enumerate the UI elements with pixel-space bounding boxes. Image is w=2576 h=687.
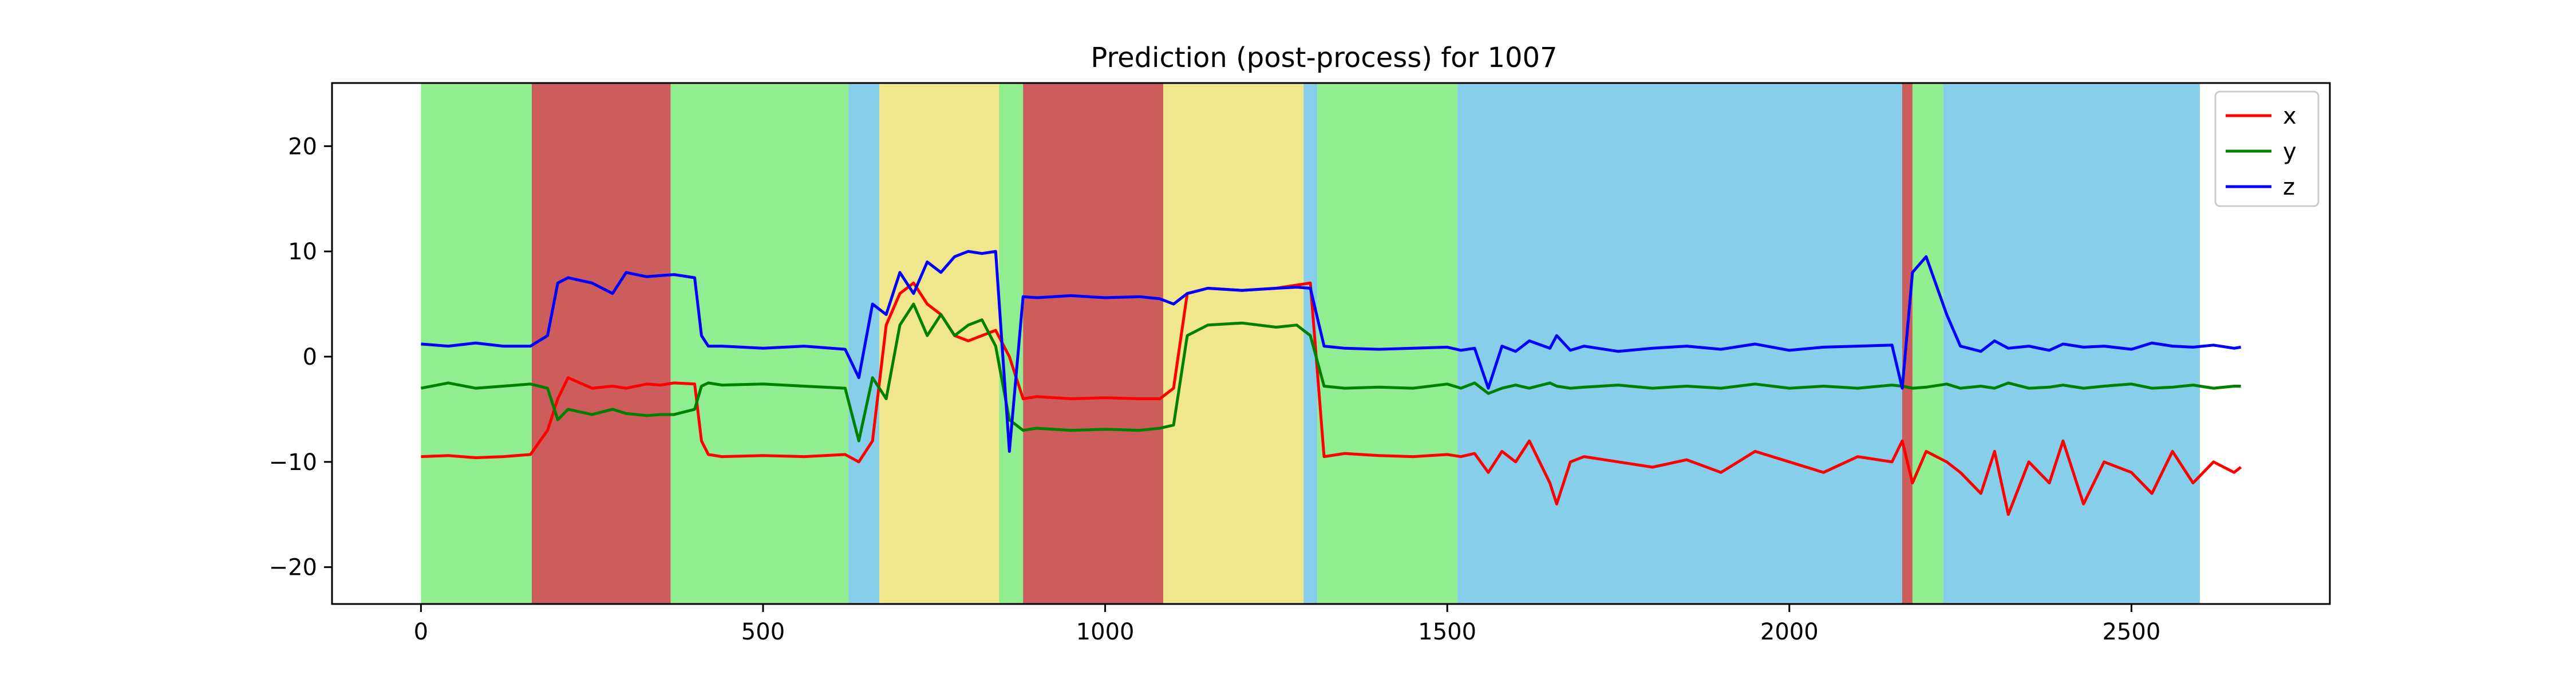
background-segment-7: [1163, 83, 1304, 604]
background-segment-12: [1912, 83, 1943, 604]
series-line-y: [420, 302, 2241, 443]
y-tick-label: −10: [269, 449, 317, 476]
series-lines: [420, 250, 2242, 516]
x-tick-label: 500: [741, 619, 785, 645]
legend: xyz: [2214, 90, 2320, 207]
background-segment-9: [1317, 83, 1458, 604]
y-tick-label: 20: [288, 133, 317, 160]
plot-frame: [331, 82, 2331, 605]
axis-ticks: 0 500 1000 1500 2000 2500 −20 −10 0 10 20: [269, 133, 2161, 645]
background-segment-4: [879, 83, 999, 604]
background-segment-2: [670, 83, 849, 604]
legend-box: [2214, 90, 2320, 207]
background-segment-6: [1023, 83, 1164, 604]
legend-label-z: z: [2283, 174, 2295, 200]
legend-label-x: x: [2283, 103, 2297, 129]
x-tick-label: 2500: [2102, 619, 2160, 645]
x-tick-label: 0: [414, 619, 428, 645]
background-segment-8: [1303, 83, 1318, 604]
y-tick-label: −20: [269, 555, 317, 581]
legend-label-y: y: [2283, 139, 2297, 165]
background-segments: [421, 83, 2200, 604]
background-segment-10: [1457, 83, 1902, 604]
y-tick-label: 0: [303, 344, 317, 370]
chart-title: Prediction (post-process) for 1007: [1091, 42, 1557, 74]
series-line-x: [421, 281, 2242, 516]
series-line-z: [421, 250, 2241, 453]
y-tick-label: 10: [288, 239, 317, 265]
x-tick-label: 1500: [1418, 619, 1476, 645]
x-tick-label: 1000: [1076, 619, 1135, 645]
background-segment-1: [532, 83, 671, 604]
x-tick-label: 2000: [1760, 619, 1819, 645]
